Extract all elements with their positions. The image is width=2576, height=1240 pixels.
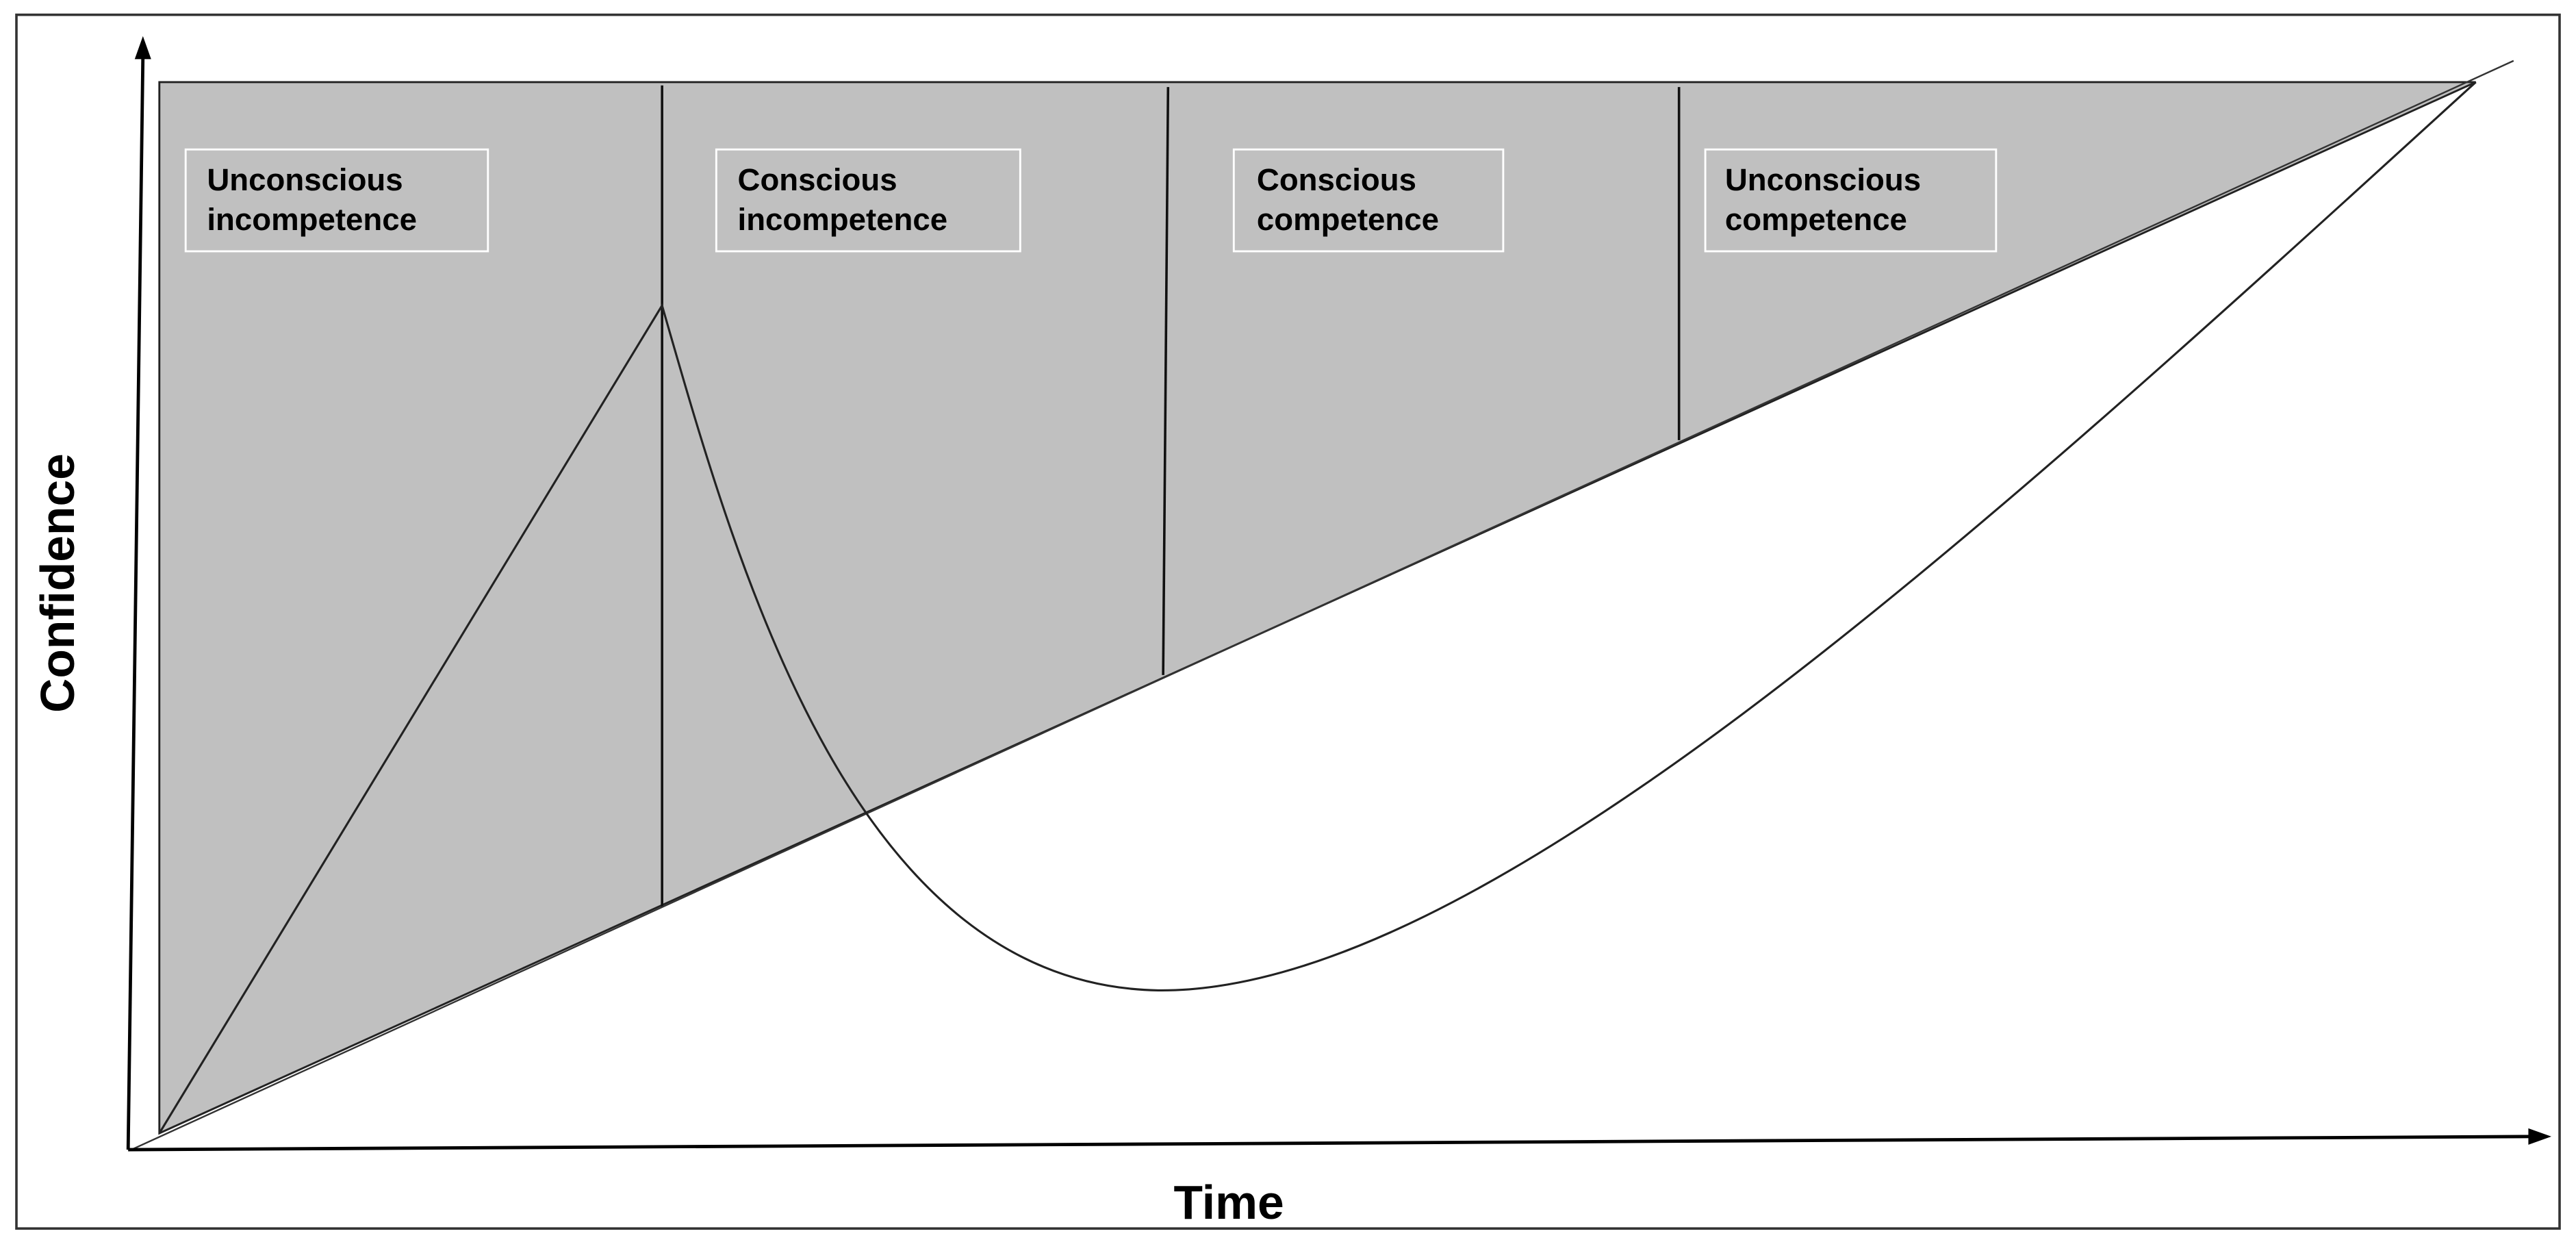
- stage-label-line: Unconscious: [1725, 162, 1921, 197]
- y-axis: [126, 55, 145, 1150]
- x-axis: [128, 1135, 2530, 1152]
- label-box: [184, 148, 489, 253]
- stage-label: Conscious competence: [1257, 162, 1439, 237]
- label-box: [715, 148, 1021, 253]
- y-axis-label: Confidence: [31, 453, 84, 713]
- stage-label: Unconscious competence: [1725, 162, 1921, 237]
- stage-label-line: Unconscious: [207, 162, 403, 197]
- y-axis-arrow: [134, 36, 151, 60]
- stage-label: Conscious incompetence: [738, 162, 948, 237]
- x-axis-label: Time: [1174, 1176, 1284, 1229]
- confidence-curve: [158, 81, 2477, 1134]
- divider: [1162, 87, 1170, 675]
- stage-label-line: incompetence: [738, 202, 948, 237]
- label-box: [1232, 148, 1505, 253]
- stage-label-line: competence: [1725, 202, 1907, 237]
- reference-line: [131, 60, 2514, 1151]
- stage-label-line: Conscious: [738, 162, 897, 197]
- stage-label: Unconscious incompetence: [207, 162, 417, 237]
- stage-label-line: competence: [1257, 202, 1439, 237]
- stage-label-line: incompetence: [207, 202, 417, 237]
- x-axis-arrow: [2528, 1128, 2552, 1145]
- label-box: [1704, 148, 1998, 253]
- stage-label-line: Conscious: [1257, 162, 1416, 197]
